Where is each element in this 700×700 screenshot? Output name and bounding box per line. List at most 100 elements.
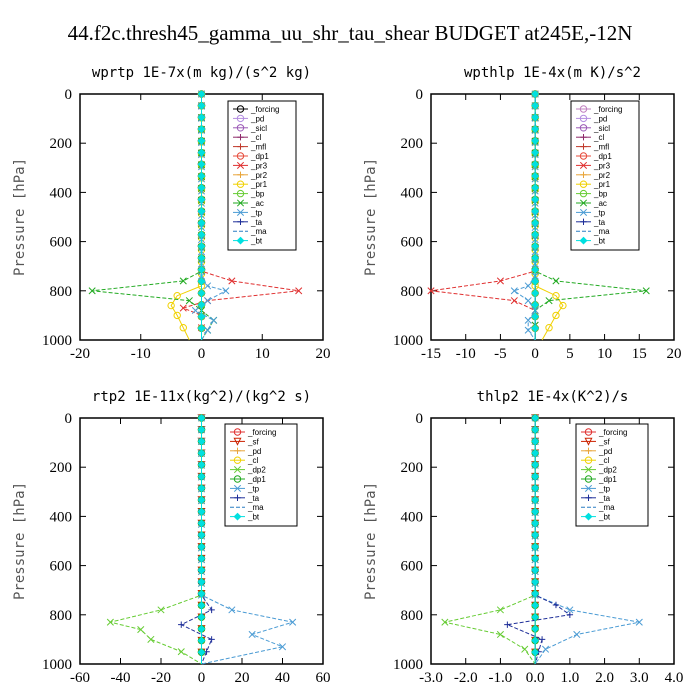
x-tick-label: 10 [597, 346, 612, 362]
y-tick-label: 600 [50, 235, 73, 251]
data-point [106, 618, 114, 626]
data-point [197, 425, 206, 434]
data-point [179, 324, 187, 332]
data-point [531, 519, 540, 528]
y-axis-label: Pressure [hPa] [363, 482, 379, 600]
x-tick-label: 1.0 [560, 670, 579, 686]
legend-label: _cl [250, 133, 261, 142]
data-point [197, 648, 206, 657]
data-point [531, 601, 540, 610]
legend-label: _forcing [598, 428, 627, 437]
legend-label: _tp [598, 484, 611, 493]
data-point [191, 306, 199, 315]
series-line [534, 94, 564, 341]
legend-marker [233, 437, 242, 446]
data-point [197, 589, 206, 598]
data-point [197, 531, 206, 540]
legend: _forcing_pd_sicl_cl_mfl_dp1_pr3_pr2_pr1_… [227, 100, 297, 251]
chart-panel: thlp2 1E-4x(K^2)/s Pressure [hPa] -3.0 -2.0… [363, 389, 683, 686]
legend-marker [584, 475, 593, 483]
data-point [204, 297, 212, 305]
legend-label: _pr3 [250, 161, 268, 170]
data-point [531, 624, 540, 633]
legend-label: _pr2 [593, 171, 611, 180]
legend-marker [236, 189, 245, 198]
x-tick-label: 0 [198, 346, 206, 362]
data-point [552, 292, 560, 300]
legend-marker [579, 199, 588, 207]
chart-panel: rtp2 1E-11x(kg^2)/(kg^2 s) Pressure [hPa]… [12, 389, 331, 686]
data-point [552, 277, 560, 285]
legend-label: _dp1 [250, 152, 269, 161]
legend-label: _tp [247, 484, 260, 493]
series-line [194, 94, 228, 341]
data-point [179, 277, 187, 285]
y-tick-label: 800 [50, 284, 73, 300]
data-point [197, 136, 206, 145]
legend-label: _dp1 [247, 475, 266, 484]
data-point [552, 311, 560, 320]
legend-label: _forcing [250, 105, 279, 114]
legend-marker [236, 105, 245, 113]
data-point [197, 230, 206, 239]
legend-label: _pd [598, 447, 612, 456]
legend-label: _ma [598, 503, 615, 512]
data-point [531, 207, 540, 216]
legend-marker [579, 208, 588, 216]
x-tick-label: 20 [316, 346, 331, 362]
legend-marker [237, 134, 244, 141]
x-tick-label: 3.0 [630, 670, 649, 686]
legend-marker [233, 466, 242, 474]
data-point [531, 218, 540, 227]
x-tick-label: -1.0 [489, 670, 513, 686]
series-line [92, 94, 215, 341]
data-point [197, 218, 206, 227]
legend-label: _pr1 [250, 180, 268, 189]
data-point [531, 277, 540, 286]
legend-marker [236, 208, 245, 216]
data-point [510, 297, 518, 305]
legend-label: _mfl [250, 143, 266, 152]
legend-marker [579, 105, 588, 113]
data-point [545, 324, 553, 332]
legend-marker [584, 456, 593, 464]
data-point [197, 414, 206, 422]
data-point [524, 326, 532, 334]
legend-label: _ma [593, 227, 610, 236]
data-point [197, 542, 206, 551]
series-line [505, 418, 572, 665]
data-point [197, 195, 206, 204]
data-point [531, 449, 540, 458]
legend-label: _dp1 [598, 475, 617, 484]
data-point [197, 125, 206, 134]
data-point [197, 449, 206, 458]
data-point [531, 113, 540, 122]
y-tick-label: 200 [401, 136, 424, 152]
data-point [524, 297, 532, 305]
data-point [427, 287, 435, 295]
y-tick-label: 1000 [42, 657, 72, 673]
y-tick-label: 800 [401, 284, 424, 300]
data-point [531, 425, 540, 434]
legend-marker [584, 428, 593, 436]
legend-label: _forcing [247, 428, 276, 437]
legend-marker [236, 199, 245, 207]
legend-marker [233, 484, 242, 492]
data-point [531, 312, 540, 321]
legend-marker [579, 180, 588, 188]
legend-marker [584, 437, 593, 446]
data-point [248, 630, 256, 639]
data-point [197, 566, 206, 575]
data-point [197, 554, 206, 563]
legend-label: _sicl [593, 124, 610, 133]
legend-label: _sf [598, 437, 610, 446]
y-tick-label: 600 [50, 559, 73, 575]
x-tick-label: -10 [131, 346, 151, 362]
data-point [197, 289, 206, 298]
y-tick-label: 0 [65, 87, 73, 103]
legend-label: _pd [247, 447, 261, 456]
data-point [197, 207, 206, 216]
data-point [197, 519, 206, 528]
legend-label: _tp [250, 208, 263, 217]
